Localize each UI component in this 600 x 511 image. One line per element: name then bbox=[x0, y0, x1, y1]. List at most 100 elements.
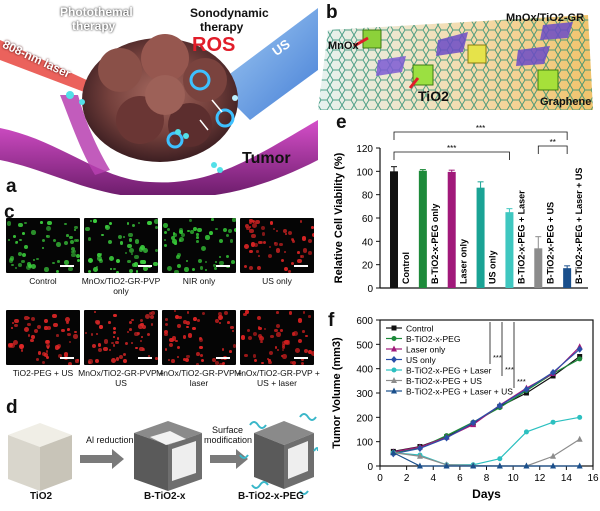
legend-label: Laser only bbox=[406, 345, 446, 355]
x-tick-label: 8 bbox=[484, 473, 490, 484]
panel-f-label: f bbox=[328, 310, 335, 331]
data-point bbox=[470, 462, 477, 469]
data-point bbox=[391, 336, 397, 341]
panel-a-label: a bbox=[6, 176, 17, 197]
bar bbox=[390, 171, 398, 288]
data-point bbox=[497, 456, 503, 462]
scale-bar bbox=[60, 357, 74, 359]
significance-bracket bbox=[537, 145, 568, 154]
significance-label: *** bbox=[476, 124, 485, 133]
significance-label: *** bbox=[493, 353, 502, 362]
micrograph-caption: MnOx/TiO2-GR-PVP + US + laser bbox=[234, 368, 320, 388]
sonodynamic-label-2: therapy bbox=[200, 20, 244, 34]
surface-label: Surface bbox=[212, 425, 244, 435]
b-tio2-peg-cube bbox=[239, 413, 319, 495]
micrograph-caption: TiO2-PEG + US bbox=[12, 368, 74, 378]
legend-label: Control bbox=[406, 324, 434, 334]
micrograph-caption: NIR only bbox=[182, 276, 216, 286]
sonodynamic-label: Sonodynamic bbox=[190, 6, 269, 20]
data-point bbox=[391, 345, 397, 352]
panel-e-label: e bbox=[336, 112, 347, 133]
y-tick-label: 60 bbox=[362, 214, 374, 225]
arrow-2 bbox=[210, 449, 248, 469]
data-point bbox=[523, 462, 530, 469]
data-point bbox=[443, 434, 450, 442]
panel-d-label: d bbox=[6, 397, 18, 418]
micrograph-bottom-2 bbox=[84, 310, 158, 365]
x-tick-label: 14 bbox=[561, 473, 573, 484]
ros-particles bbox=[66, 69, 238, 173]
photothermal-label-2: therapy bbox=[72, 19, 116, 33]
micrograph-top-2 bbox=[84, 218, 158, 273]
panel-e: e 0 20 40 60 80 100 120 Relative Cell Viability… bbox=[318, 112, 600, 308]
tio2-label: TiO2 bbox=[418, 88, 449, 104]
scale-bar bbox=[138, 265, 152, 267]
x-tick-label: 6 bbox=[457, 473, 463, 484]
panel-c-label: c bbox=[4, 202, 15, 223]
bar bbox=[418, 170, 427, 288]
micrograph-top-3 bbox=[162, 218, 236, 273]
data-point bbox=[577, 356, 583, 362]
data-point bbox=[391, 367, 397, 373]
bar-category-label: B-TiO2-x-PEG + US bbox=[545, 202, 555, 284]
data-point bbox=[470, 419, 477, 427]
panel-c: c Control MnOx/TiO2-GR-PVP only NIR only US… bbox=[0, 200, 320, 390]
graphene-illustration bbox=[318, 0, 600, 112]
bar bbox=[534, 248, 543, 288]
tumor-volume-chart: 0 100 200 300 400 500 600 0 2 4 6 8 10 12 14 16 Days Tumo… bbox=[331, 316, 599, 501]
b-tio2-cube-label: B-TiO2-x bbox=[144, 491, 186, 502]
y-tick-label: 400 bbox=[356, 365, 373, 376]
mnox-sheets bbox=[376, 22, 573, 76]
cell-viability-chart: 0 20 40 60 80 100 120 Relative Cell Viability (… bbox=[333, 124, 588, 295]
data-point bbox=[391, 377, 397, 383]
y-tick-label: 40 bbox=[362, 237, 374, 248]
data-point bbox=[550, 419, 556, 425]
data-point bbox=[550, 452, 557, 459]
legend-label: B-TiO2-x-PEG + Laser bbox=[406, 366, 492, 376]
x-axis-title: Days bbox=[472, 487, 501, 501]
y-tick-label: 200 bbox=[356, 413, 373, 424]
panel-f: f 0 100 200 300 400 500 600 0 2 4 6 8 10 12 14 16 Days Tu… bbox=[318, 308, 600, 506]
data-point bbox=[391, 387, 397, 394]
data-point bbox=[550, 462, 557, 469]
data-point bbox=[391, 325, 397, 331]
micrograph-top-1 bbox=[6, 218, 80, 273]
y-tick-label: 120 bbox=[356, 144, 373, 155]
y-tick-label: 300 bbox=[356, 389, 373, 400]
scale-bar bbox=[294, 357, 308, 359]
micrograph-caption: US only bbox=[262, 276, 292, 286]
significance-bracket bbox=[393, 151, 510, 160]
scale-bar bbox=[216, 265, 230, 267]
scale-bar bbox=[60, 265, 74, 267]
bar-category-label: B-TiO2-x-PEG + Laser + US bbox=[574, 168, 584, 284]
y-axis-title: Relative Cell Viability (%) bbox=[333, 152, 345, 283]
b-tio2-cube bbox=[134, 421, 202, 491]
tumor-mass bbox=[82, 34, 238, 162]
x-tick-label: 4 bbox=[430, 473, 436, 484]
y-tick-label: 100 bbox=[356, 167, 373, 178]
micrograph-bottom-1 bbox=[6, 310, 80, 365]
significance-label: *** bbox=[517, 377, 526, 386]
y-tick-label: 100 bbox=[356, 438, 373, 449]
tumor-label: Tumor bbox=[242, 150, 291, 167]
x-tick-label: 12 bbox=[534, 473, 546, 484]
ros-label: ROS bbox=[192, 34, 236, 56]
arrow-1 bbox=[80, 449, 124, 469]
modification-label: modification bbox=[204, 435, 253, 445]
data-point bbox=[391, 356, 397, 363]
data-point bbox=[523, 429, 529, 435]
legend-label: US only bbox=[406, 355, 437, 365]
x-tick-label: 16 bbox=[587, 473, 599, 484]
photothermal-label: Photothemal bbox=[60, 5, 133, 19]
x-tick-label: 2 bbox=[404, 473, 410, 484]
tio2-cube bbox=[8, 423, 72, 491]
micrograph-caption: MnOx/TiO2-GR-PVP + laser bbox=[156, 368, 242, 388]
x-tick-label: 10 bbox=[508, 473, 520, 484]
micrograph-top-4 bbox=[240, 218, 314, 273]
data-point bbox=[576, 435, 583, 442]
al-reduction-label: Al reduction bbox=[86, 435, 134, 445]
mnox-label: MnOx bbox=[328, 40, 359, 52]
micrograph-caption: MnOx/TiO2-GR-PVP + US bbox=[78, 368, 164, 388]
data-point bbox=[550, 368, 557, 376]
data-point bbox=[576, 345, 583, 353]
